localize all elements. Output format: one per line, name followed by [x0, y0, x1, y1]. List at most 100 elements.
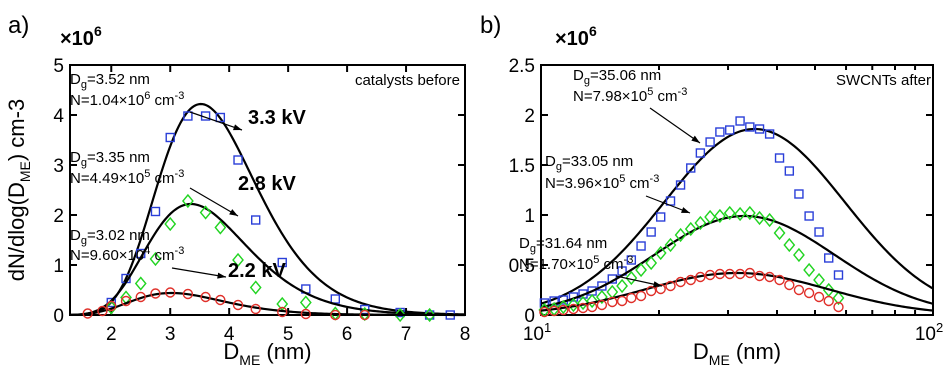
arrow-head: [229, 209, 238, 216]
arrow-head: [681, 207, 690, 213]
y-tick-label: 4: [53, 106, 64, 127]
data-point-circle: [784, 279, 795, 291]
series-diamond: Dg=3.35 nmN=4.49×105 cm-3 2.8 kV: [69, 149, 466, 323]
series-diamond: Dg=33.05 nmN=3.96×105 cm-3: [538, 153, 934, 318]
voltage-label: 2.2 kV: [228, 260, 286, 282]
data-point-square: [106, 297, 116, 308]
data-point-circle: [823, 295, 834, 307]
fit-curve: [69, 202, 466, 316]
axis-multiplier: ×106: [555, 23, 597, 50]
series-circle: Dg=31.64 nmN=1.70×105 cm-3: [519, 235, 934, 318]
n-annotation: N=4.49×105 cm-3: [70, 168, 184, 187]
x-tick-label: 101: [523, 320, 551, 345]
data-point-square: [655, 212, 666, 222]
y-tick-label: 2: [53, 206, 64, 227]
data-point-square: [277, 257, 287, 268]
corner-label: SWCNTs after: [836, 72, 931, 89]
data-point-diamond: [105, 300, 118, 315]
series-circle: Dg=3.02 nmN=9.60×104 cm-3 2.2 kV: [69, 227, 465, 321]
data-point-diamond: [199, 205, 212, 220]
data-point-circle: [607, 296, 618, 308]
data-point-square: [233, 155, 243, 165]
data-point-square: [754, 124, 765, 134]
plot-frame: [540, 64, 934, 316]
data-point-diamond: [557, 299, 570, 315]
annotation-arrow: [171, 267, 227, 278]
plot-frame: [69, 64, 466, 316]
data-point-circle: [182, 288, 194, 300]
data-point-diamond: [674, 227, 687, 243]
data-point-square: [814, 227, 824, 237]
data-point-circle: [558, 304, 569, 316]
data-point-square: [636, 241, 646, 251]
data-point-diamond: [149, 251, 162, 267]
data-point-square: [150, 206, 161, 217]
y-tick-label: 0: [53, 306, 64, 327]
y-tick-label: 2: [524, 106, 535, 127]
data-point-diamond: [783, 237, 796, 253]
data-point-square: [695, 148, 706, 158]
data-point-diamond: [713, 208, 726, 224]
data-point-circle: [685, 274, 696, 286]
x-tick-label: 7: [401, 324, 412, 345]
y-tick-label: 2.5: [509, 56, 535, 77]
data-point-diamond: [743, 205, 756, 221]
data-point-diamond: [773, 225, 786, 241]
data-point-square: [183, 111, 193, 121]
data-point-circle: [655, 283, 666, 295]
data-point-square: [215, 112, 226, 123]
data-point-square: [675, 180, 686, 190]
fit-curve: [540, 271, 934, 312]
data-point-circle: [645, 285, 657, 297]
dg-annotation: Dg=35.06 nm: [573, 67, 661, 87]
data-point-circle: [833, 301, 844, 313]
data-point-diamond: [299, 295, 312, 310]
data-point-diamond: [249, 280, 262, 295]
data-point-square: [686, 163, 696, 173]
data-point-circle: [232, 299, 244, 311]
series-square: Dg=35.06 nmN=7.98×105 cm-3: [539, 67, 934, 308]
data-point-diamond: [813, 272, 825, 288]
n-annotation: N=1.70×105 cm-3: [519, 254, 633, 273]
data-point-square: [774, 153, 785, 163]
data-point-diamond: [394, 307, 407, 323]
data-point-square: [794, 189, 804, 199]
x-tick-label: 4: [224, 324, 235, 345]
annotation-arrow: [189, 187, 239, 217]
data-point-square: [715, 127, 725, 137]
data-point-square: [646, 227, 656, 237]
data-point-diamond: [616, 278, 628, 294]
x-tick-label: 3: [165, 324, 176, 345]
data-point-circle: [277, 306, 288, 318]
data-point-diamond: [423, 307, 436, 323]
x-axis-label: DME (nm): [693, 339, 781, 368]
data-point-circle: [106, 300, 117, 312]
y-tick-label: 5: [53, 56, 64, 77]
data-point-square: [784, 166, 795, 176]
data-point-square: [833, 270, 844, 280]
data-point-circle: [135, 291, 146, 303]
data-point-diamond: [567, 297, 580, 313]
data-point-diamond: [832, 290, 845, 306]
n-annotation: N=3.96×105 cm-3: [545, 173, 659, 192]
n-annotation: N=7.98×105 cm-3: [573, 86, 687, 105]
data-point-diamond: [694, 215, 707, 231]
data-point-diamond: [704, 209, 717, 225]
arrow-head: [653, 281, 662, 288]
data-point-square: [804, 211, 814, 221]
y-axis-label: dN/dlog(DME) cm-3: [4, 99, 33, 281]
data-point-diamond: [654, 245, 667, 261]
x-tick-label: 2: [106, 324, 117, 345]
data-point-square: [626, 255, 637, 265]
y-tick-label: 1: [524, 206, 535, 227]
y-tick-label: 0.5: [509, 256, 535, 277]
data-point-circle: [626, 292, 637, 304]
data-point-diamond: [723, 205, 736, 221]
data-point-circle: [120, 295, 132, 307]
data-point-circle: [793, 284, 805, 296]
voltage-label: 3.3 kV: [248, 107, 306, 129]
x-tick-label: 5: [283, 324, 294, 345]
axis-multiplier: ×106: [60, 23, 102, 50]
data-point-square: [824, 253, 834, 263]
